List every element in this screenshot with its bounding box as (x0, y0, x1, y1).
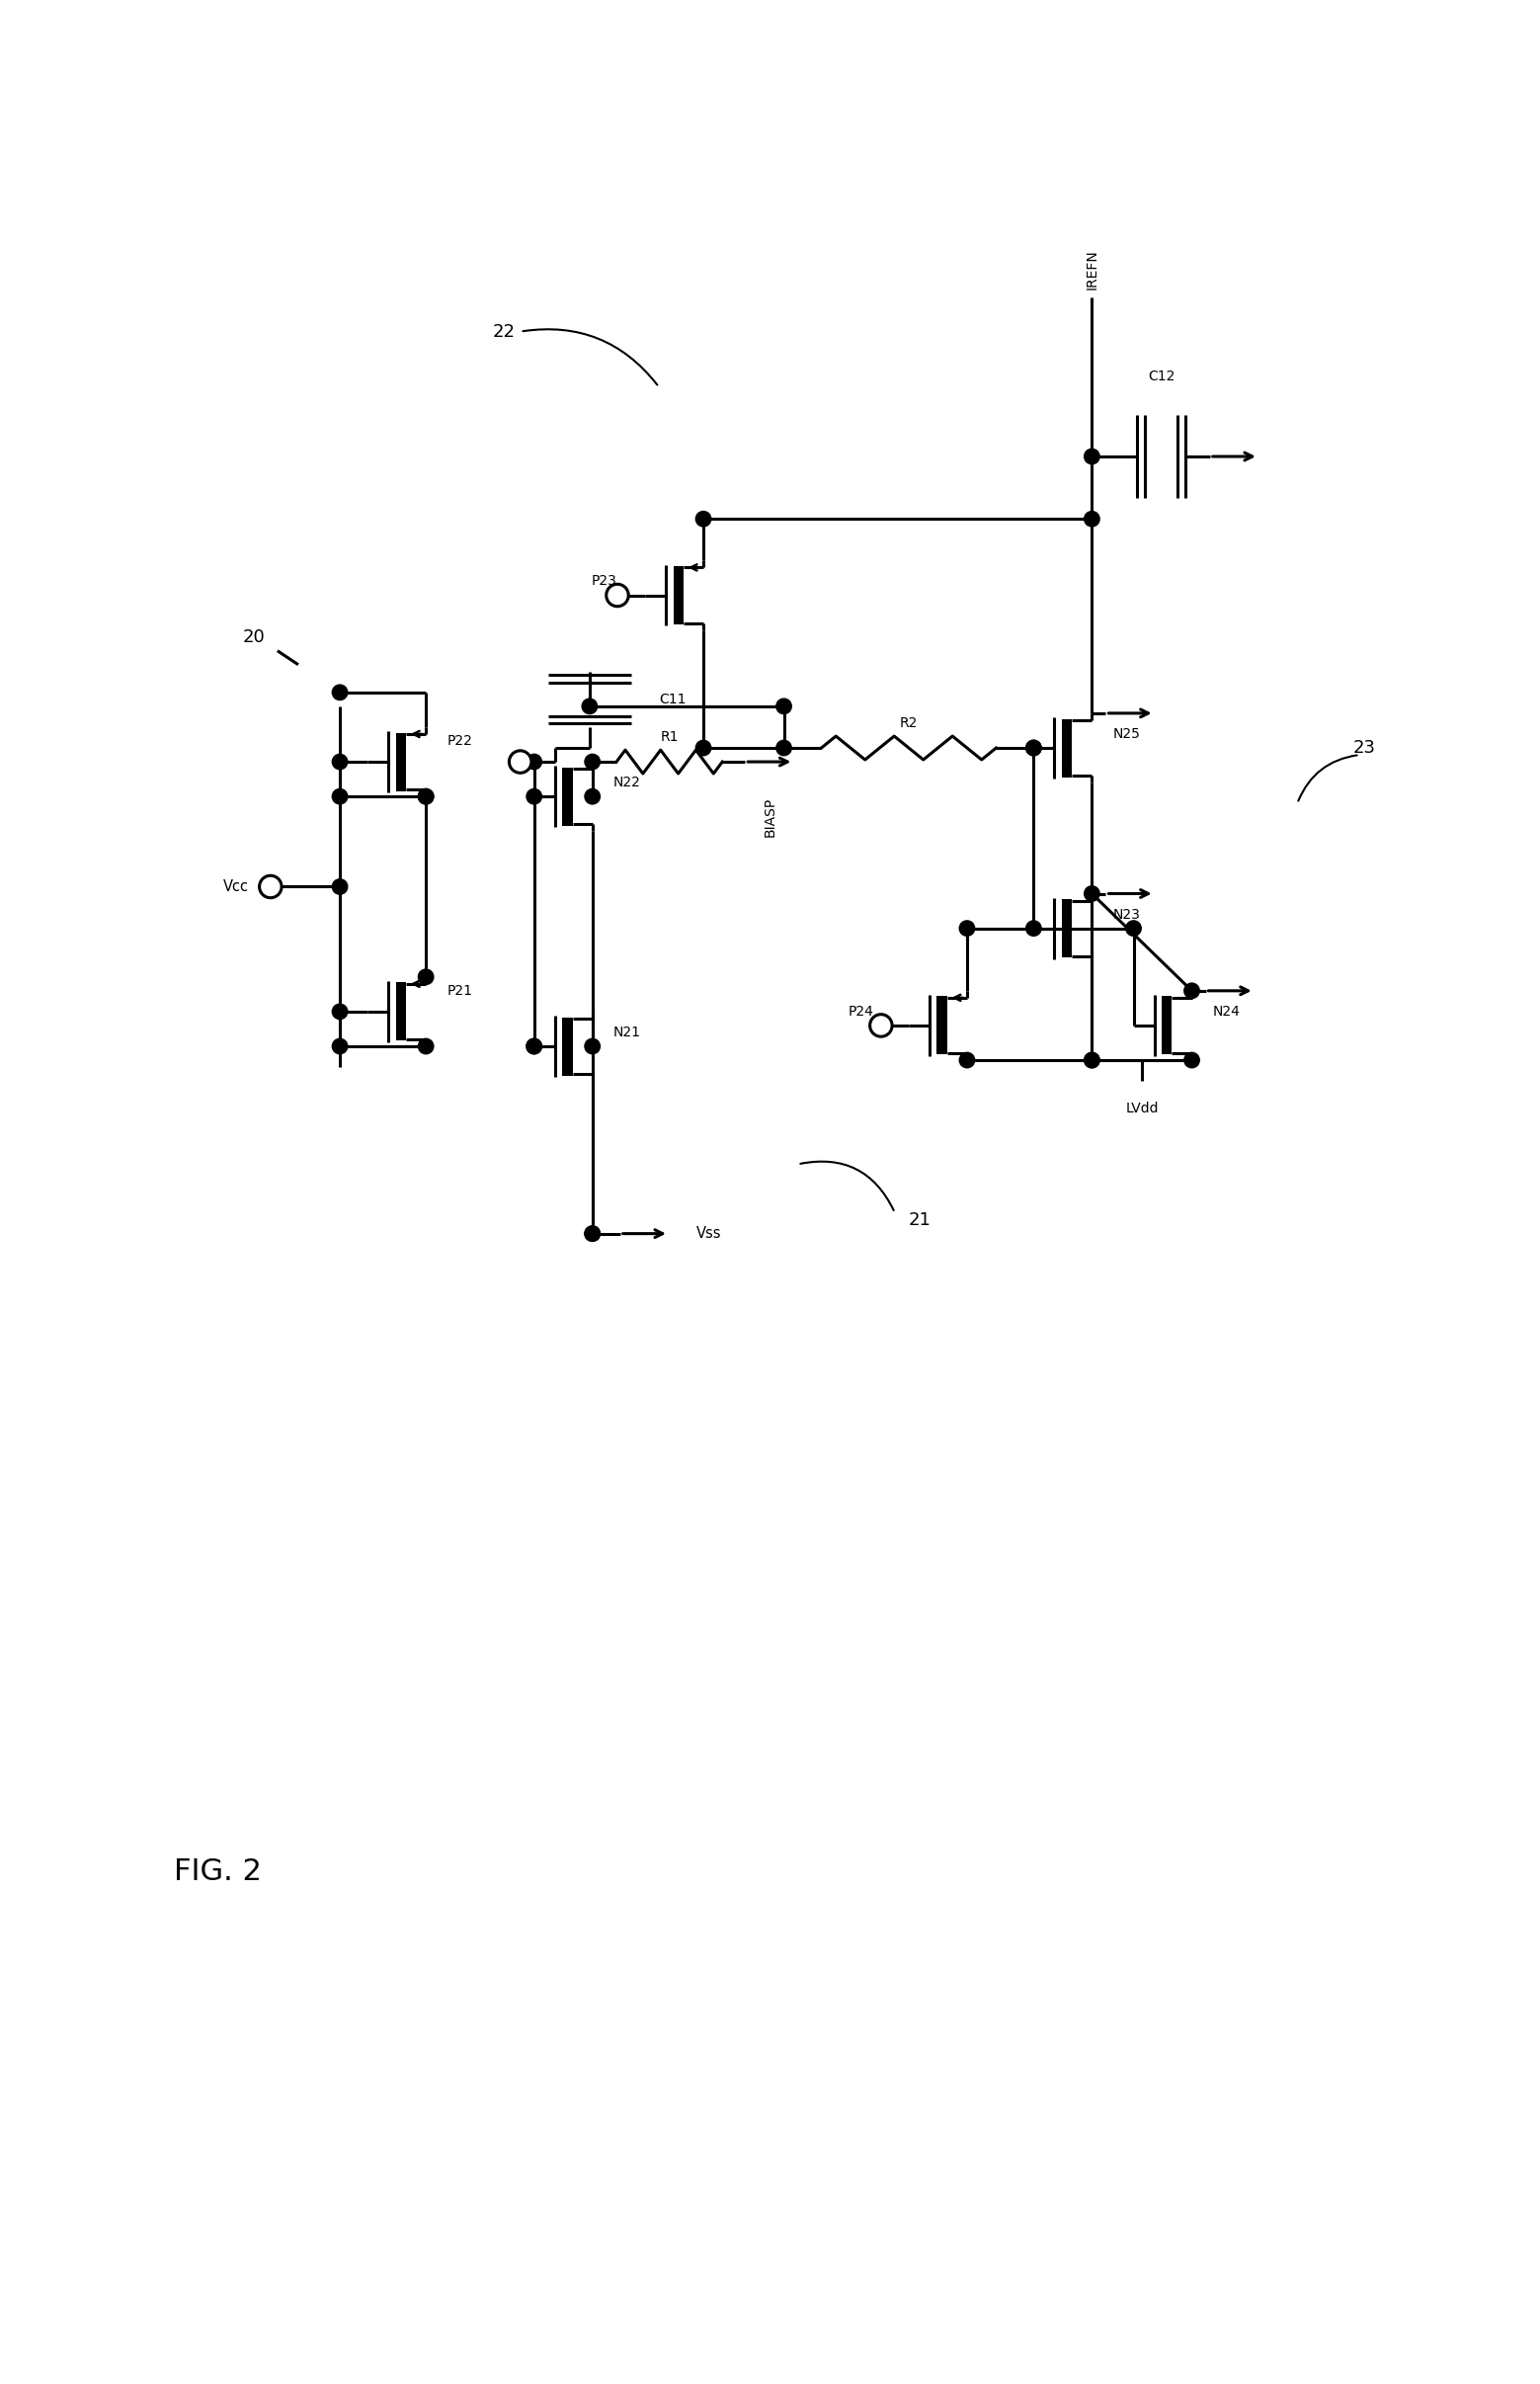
Circle shape (585, 1225, 601, 1242)
Bar (562, 768, 573, 825)
Circle shape (1084, 510, 1100, 527)
Text: 22: 22 (493, 322, 516, 341)
Circle shape (333, 684, 348, 701)
Circle shape (1026, 920, 1041, 937)
Circle shape (696, 510, 711, 527)
Circle shape (1184, 982, 1200, 999)
Text: N22: N22 (613, 775, 641, 789)
Text: FIG. 2: FIG. 2 (174, 1857, 262, 1886)
Bar (1061, 718, 1072, 777)
Circle shape (607, 584, 628, 606)
Circle shape (333, 1004, 348, 1020)
Circle shape (1084, 448, 1100, 465)
Circle shape (1026, 741, 1041, 756)
Circle shape (333, 789, 348, 803)
Circle shape (585, 789, 601, 803)
Text: N23: N23 (1113, 908, 1140, 920)
Circle shape (1026, 741, 1041, 756)
Text: N21: N21 (613, 1025, 641, 1039)
Text: P22: P22 (447, 734, 473, 749)
Circle shape (1126, 920, 1141, 937)
Text: P23: P23 (591, 575, 618, 589)
Text: LVdd: LVdd (1126, 1101, 1158, 1116)
Text: Vss: Vss (696, 1225, 722, 1242)
Text: C12: C12 (1147, 370, 1175, 384)
Circle shape (333, 753, 348, 770)
Circle shape (333, 1039, 348, 1054)
Circle shape (1084, 887, 1100, 901)
Circle shape (776, 699, 792, 713)
Text: IREFN: IREFN (1086, 248, 1100, 288)
Circle shape (959, 1051, 975, 1068)
Circle shape (527, 1039, 542, 1054)
Circle shape (419, 1039, 434, 1054)
Text: 20: 20 (243, 627, 265, 646)
Text: 21: 21 (909, 1211, 932, 1228)
Text: P21: P21 (447, 985, 473, 997)
Text: N24: N24 (1212, 1004, 1240, 1018)
Bar (1061, 899, 1072, 958)
Circle shape (419, 789, 434, 803)
Text: Vcc: Vcc (223, 880, 248, 894)
Circle shape (259, 875, 282, 899)
Text: C11: C11 (659, 691, 687, 706)
Bar (673, 565, 684, 625)
Circle shape (419, 970, 434, 985)
Text: N25: N25 (1113, 727, 1140, 741)
Bar (936, 997, 947, 1054)
Circle shape (527, 789, 542, 803)
Text: P24: P24 (849, 1004, 875, 1018)
Bar (1161, 997, 1172, 1054)
Circle shape (696, 741, 711, 756)
Circle shape (585, 1039, 601, 1054)
Circle shape (1084, 1051, 1100, 1068)
Text: R1: R1 (661, 730, 679, 744)
Circle shape (527, 1039, 542, 1054)
Circle shape (776, 741, 792, 756)
Bar (562, 1018, 573, 1075)
Circle shape (870, 1013, 892, 1037)
Circle shape (419, 789, 434, 803)
Circle shape (959, 920, 975, 937)
Circle shape (585, 753, 601, 770)
Circle shape (333, 880, 348, 894)
Text: BIASP: BIASP (764, 796, 776, 837)
Circle shape (1084, 1051, 1100, 1068)
Circle shape (510, 751, 531, 772)
Bar (396, 732, 407, 791)
Circle shape (1184, 1051, 1200, 1068)
Circle shape (527, 753, 542, 770)
Bar (396, 982, 407, 1042)
Circle shape (585, 1225, 601, 1242)
Text: R2: R2 (899, 715, 918, 730)
Circle shape (582, 699, 598, 713)
Text: 23: 23 (1352, 739, 1375, 756)
